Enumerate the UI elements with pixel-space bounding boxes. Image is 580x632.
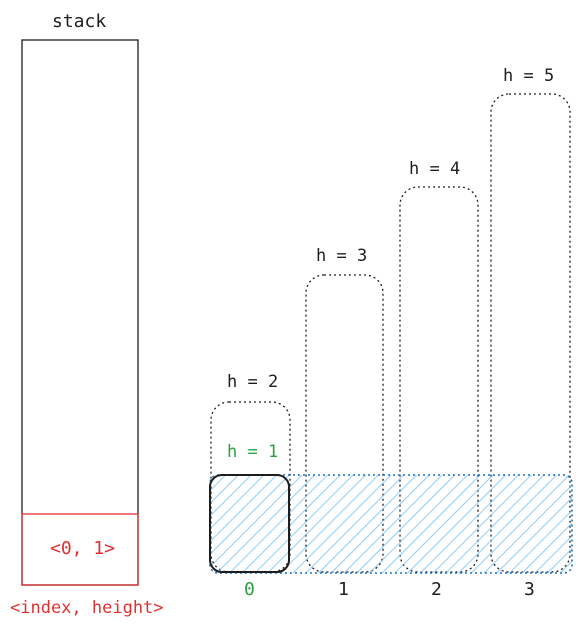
bar-h3 <box>305 274 384 573</box>
stack-entry-box <box>21 513 139 586</box>
index-label-0: 0 <box>244 579 255 600</box>
hatched-area <box>209 474 573 574</box>
bar-h4 <box>399 186 479 573</box>
bar-label-h2: h = 2 <box>227 372 279 392</box>
bar-h5 <box>490 93 571 573</box>
bar-h1 <box>209 474 290 573</box>
stack-container <box>21 39 139 586</box>
bar-label-h1: h = 1 <box>227 442 279 462</box>
stack-caption: <index, height> <box>10 598 164 618</box>
stack-entry: <0, 1> <box>50 538 116 559</box>
bar-label-h3: h = 3 <box>316 246 368 266</box>
bar-label-h5: h = 5 <box>503 66 555 86</box>
index-label-1: 1 <box>338 579 349 600</box>
index-label-2: 2 <box>431 579 442 600</box>
stack-title: stack <box>52 11 107 32</box>
bar-label-h4: h = 4 <box>409 159 461 179</box>
index-label-3: 3 <box>524 579 535 600</box>
